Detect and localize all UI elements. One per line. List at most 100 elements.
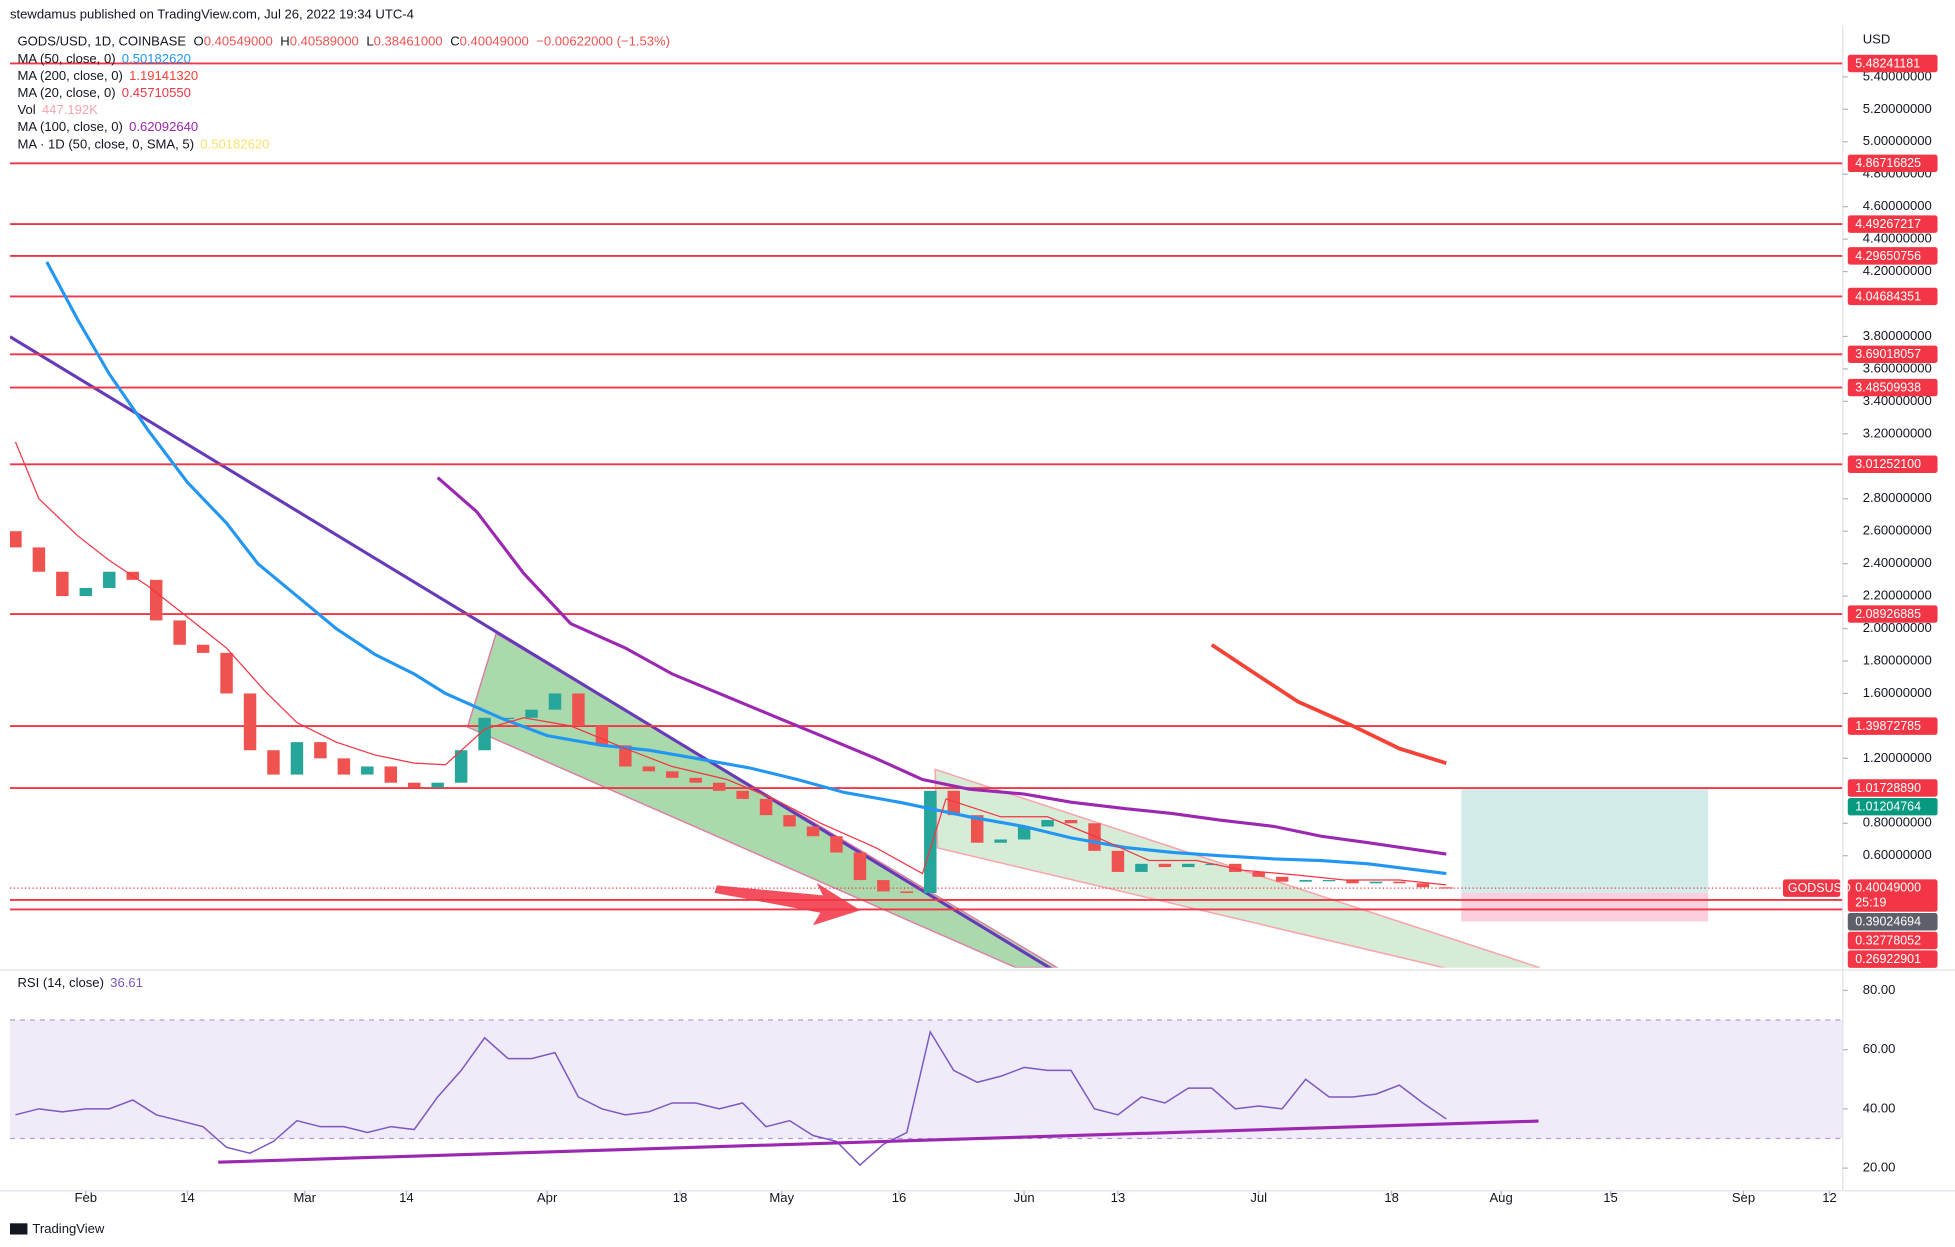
price-label: 1.01204764 (1855, 800, 1921, 814)
candle-body (619, 745, 632, 767)
x-tick-label: 16 (892, 1190, 907, 1205)
x-tick-label: 12 (1822, 1190, 1837, 1205)
candle-body (478, 717, 491, 751)
price-label: 4.49267217 (1855, 217, 1921, 231)
x-tick-label: Aug (1489, 1190, 1512, 1205)
rsi-tick-label: 20.00 (1863, 1160, 1896, 1175)
candle-body (759, 798, 773, 816)
x-tick-label: Feb (75, 1190, 98, 1205)
candle-body (431, 782, 444, 788)
ohlc-value: 0.40549000 (204, 34, 273, 49)
ma-line (1210, 643, 1447, 765)
y-tick-label: 3.20000000 (1863, 425, 1932, 440)
candle-body (1041, 820, 1054, 827)
legend-name: Vol (17, 103, 35, 118)
price-label: 3.48509938 (1855, 380, 1921, 394)
candle-body (1229, 863, 1242, 872)
candle-body (689, 777, 702, 783)
candle-body (220, 652, 233, 694)
candle-body (853, 852, 867, 881)
y-tick-label: 1.80000000 (1863, 652, 1932, 667)
rsi-band (9, 1020, 1843, 1139)
x-tick-label: Mar (293, 1190, 316, 1205)
legend-value: 1.19141320 (129, 68, 198, 83)
legend-value: 0.50182620 (200, 137, 269, 152)
y-tick-label: 2.40000000 (1863, 555, 1932, 570)
brand: TradingView (32, 1221, 105, 1236)
price-label-box (1847, 717, 1938, 735)
x-tick-label: Sep (1732, 1190, 1755, 1205)
candle-body (1158, 863, 1172, 868)
publisher-line: stewdamus published on TradingView.com, … (10, 6, 414, 21)
price-label-box (1847, 779, 1938, 797)
price-label: 3.69018057 (1855, 347, 1921, 361)
price-label-box (1847, 154, 1938, 173)
candle-body (9, 531, 22, 548)
y-tick-label: 3.60000000 (1863, 360, 1932, 375)
legend-entry: MA (100, close, 0) 0.62092640 (17, 120, 198, 135)
legend-name: MA · 1D (50, close, 0, SMA, 5) (17, 137, 194, 152)
price-label: 4.29650756 (1855, 249, 1921, 263)
y-tick-label: 2.00000000 (1863, 620, 1932, 635)
countdown: 25:19 (1855, 895, 1886, 909)
y-tick-label: 0.80000000 (1863, 815, 1932, 830)
legend-main: GODS/USD, 1D, COINBASE O0.40549000 H0.4058… (17, 34, 670, 49)
candle-body (267, 750, 280, 775)
candle-body (1369, 881, 1383, 884)
y-tick-label: 0.60000000 (1863, 847, 1932, 862)
candle-body (361, 766, 374, 775)
candle-body (572, 693, 585, 726)
candle-body (103, 571, 116, 588)
candle-body (149, 579, 163, 621)
candle-body (666, 771, 679, 778)
candle-body (548, 693, 562, 710)
y-tick-label: 1.60000000 (1863, 685, 1932, 700)
y-tick-label: 4.20000000 (1863, 263, 1932, 278)
price-label-box (1847, 247, 1938, 265)
rsi-tick-label: 80.00 (1863, 982, 1896, 997)
ohlc-value: 0.40589000 (290, 34, 359, 49)
rsi-trend-line (218, 1119, 1539, 1164)
candle-body (1299, 880, 1312, 882)
legend-entry: MA (20, close, 0) 0.45710550 (17, 85, 190, 100)
candle-body (243, 693, 257, 751)
candle-body (501, 717, 515, 720)
candle-body (970, 815, 984, 843)
candle-body (595, 725, 609, 746)
candle-body (712, 782, 726, 791)
legend-value: 447.192K (42, 103, 98, 118)
candle-body (1088, 823, 1101, 851)
change-value: −0.00622000 (−1.53%) (536, 34, 670, 49)
y-tick-label: 4.60000000 (1863, 198, 1932, 213)
legend-entry: MA (50, close, 0) 0.50182620 (17, 51, 190, 66)
legend-entry: MA · 1D (50, close, 0, SMA, 5) 0.50182620 (17, 137, 269, 152)
candle-body (1017, 826, 1031, 840)
rsi-legend: RSI (14, close) 36.61 (17, 975, 142, 990)
price-label-box (1847, 950, 1938, 968)
symbol-box (1782, 879, 1841, 897)
ohlc-key: O (194, 34, 204, 49)
ohlc-key: L (366, 34, 373, 49)
candle-body (642, 766, 656, 772)
price-label: 4.04684351 (1855, 289, 1921, 303)
candle-body (384, 766, 398, 783)
price-label-box (1847, 931, 1938, 950)
x-tick-label: 18 (1384, 1190, 1399, 1205)
candle-body (1135, 863, 1148, 872)
legend-value: 0.45710550 (122, 85, 191, 100)
candle-body (56, 571, 69, 597)
candle-body (1182, 863, 1195, 868)
rsi-name: RSI (14, close) (17, 975, 103, 990)
candle-body (900, 891, 914, 894)
candle-body (783, 815, 796, 827)
candle-body (830, 836, 843, 853)
candle-body (337, 758, 351, 775)
price-label-box (1847, 345, 1938, 364)
ohlc-value: 0.40049000 (460, 34, 529, 49)
rsi-pane (9, 1019, 1843, 1167)
price-label-box (1847, 287, 1938, 306)
candle-body (924, 790, 937, 894)
candle-body (806, 826, 820, 837)
candle-body (1275, 876, 1289, 882)
